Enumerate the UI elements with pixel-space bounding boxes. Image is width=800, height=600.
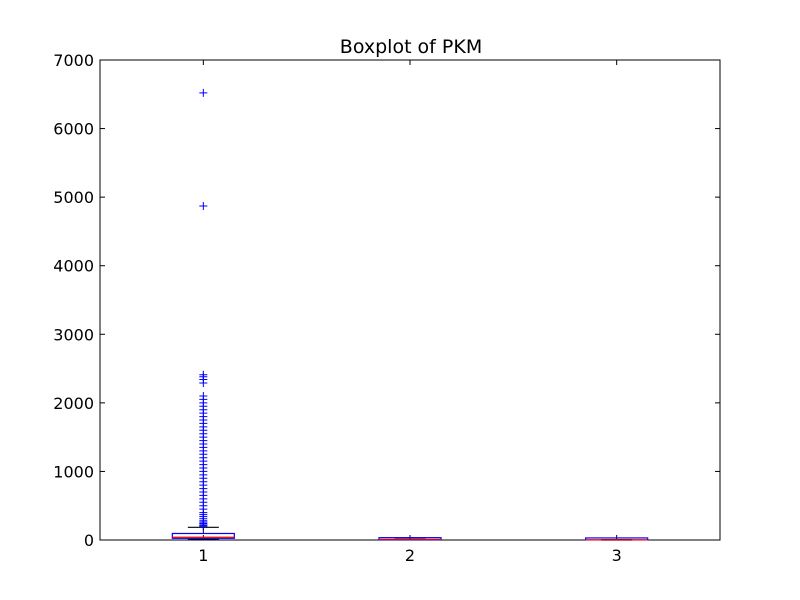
y-tick-label: 4000: [53, 257, 94, 276]
outlier-point: [199, 522, 208, 531]
outlier-point: [199, 378, 208, 387]
plot-frame: [99, 59, 721, 541]
y-tick-label: 5000: [53, 188, 94, 207]
x-axis: 1 2 3: [198, 60, 622, 565]
x-tick-label: 1: [198, 546, 208, 565]
boxplot-2: [378, 537, 442, 541]
x-tick-label: 3: [612, 546, 622, 565]
y-tick-label: 3000: [53, 325, 94, 344]
chart-title: Boxplot of PKM: [340, 36, 482, 58]
y-tick-label: 2000: [53, 394, 94, 413]
y-axis: 0 1000 2000 3000 4000 5000 6000 7000: [53, 51, 720, 550]
y-tick-label: 7000: [53, 51, 94, 70]
y-tick-label: 1000: [53, 462, 94, 481]
box-iqr: [171, 532, 235, 539]
x-tick-label: 2: [405, 546, 415, 565]
outlier-point: [199, 202, 208, 211]
boxplot-1: [171, 88, 235, 540]
outlier-point: [199, 88, 208, 97]
boxplot-group: [171, 88, 649, 541]
y-tick-label: 0: [84, 531, 94, 550]
boxplot-3: [585, 537, 649, 541]
y-tick-label: 6000: [53, 120, 94, 139]
